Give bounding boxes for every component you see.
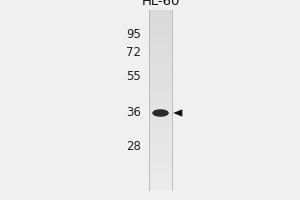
Text: 36: 36 xyxy=(126,106,141,119)
Polygon shape xyxy=(173,109,182,117)
Text: 95: 95 xyxy=(126,28,141,42)
Text: 55: 55 xyxy=(126,71,141,84)
Text: 28: 28 xyxy=(126,140,141,154)
Ellipse shape xyxy=(152,109,169,117)
Text: HL-60: HL-60 xyxy=(141,0,180,8)
Text: 72: 72 xyxy=(126,46,141,60)
